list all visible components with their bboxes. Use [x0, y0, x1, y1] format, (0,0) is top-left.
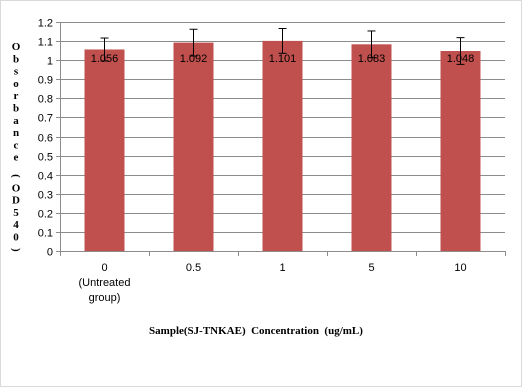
y-tick-label: 0.6	[38, 133, 53, 145]
y-axis-title-char: a	[13, 115, 19, 127]
y-tick-label: 0.7	[38, 113, 53, 125]
data-label: 1.101	[269, 53, 297, 65]
x-tick-label: 5	[368, 262, 374, 274]
y-axis-title-char: 4	[13, 219, 19, 231]
y-tick-label: 1.1	[38, 37, 53, 49]
data-label: 1.056	[91, 53, 119, 65]
y-axis-title-char: 0	[13, 232, 19, 244]
y-tick-label: 0.2	[38, 209, 53, 221]
y-tick-label: 0.1	[38, 228, 53, 240]
y-tick-label: 0.4	[38, 171, 53, 183]
bar	[262, 40, 303, 251]
x-tick-labels: 0 (Untreated group) 0.5 1 5 10	[79, 262, 467, 304]
data-labels: 1.056 1.092 1.101 1.083 1.048	[91, 53, 475, 65]
y-axis-title-char: b	[13, 103, 19, 115]
x-axis-title: Sample(SJ-TNKAE) Concentration (ug/mL)	[149, 325, 363, 337]
data-label: 1.083	[358, 53, 386, 65]
y-tick-label: 0.9	[38, 75, 53, 87]
bars	[84, 40, 481, 252]
y-axis-title-char: O	[12, 182, 21, 194]
bar	[84, 49, 125, 252]
y-axis-title-char: (	[10, 174, 22, 178]
y-tick-label: 1.2	[38, 18, 53, 30]
y-axis-title-char: n	[13, 127, 19, 139]
y-axis-title-char: )	[10, 248, 22, 252]
y-tick-label: 0.8	[38, 94, 53, 106]
data-label: 1.092	[180, 53, 208, 65]
x-tick-label: 1	[279, 262, 285, 274]
y-tick-labels: 0 0.1 0.2 0.3 0.4 0.5 0.6 0.7 0.8 0.9 1 1.1 1.2	[38, 18, 53, 259]
y-axis-title-char: D	[12, 195, 20, 207]
bar	[440, 51, 481, 251]
x-tick-label: 10	[454, 262, 466, 274]
y-axis-title-char: c	[14, 139, 19, 151]
y-tick-label: 1	[47, 56, 53, 68]
x-tick-label: 0 (Untreated group)	[79, 262, 131, 304]
y-tick-label: 0.5	[38, 152, 53, 164]
axes	[56, 22, 506, 256]
y-tick-label: 0	[47, 247, 53, 259]
x-tick-label: 0.5	[186, 262, 201, 274]
y-tick-label: 0.3	[38, 190, 53, 202]
bar	[173, 42, 214, 251]
y-axis-title-char: s	[14, 66, 19, 78]
bar	[351, 44, 392, 251]
y-axis-title-char: r	[14, 90, 19, 102]
error-bars	[100, 27, 465, 65]
y-axis-title-char: o	[13, 78, 19, 90]
data-label: 1.048	[447, 53, 475, 65]
y-axis-title-char: e	[14, 152, 19, 164]
y-axis-title-char: 5	[13, 207, 19, 219]
y-axis-title-char: O	[12, 41, 21, 53]
y-axis-title-char: b	[13, 53, 19, 65]
